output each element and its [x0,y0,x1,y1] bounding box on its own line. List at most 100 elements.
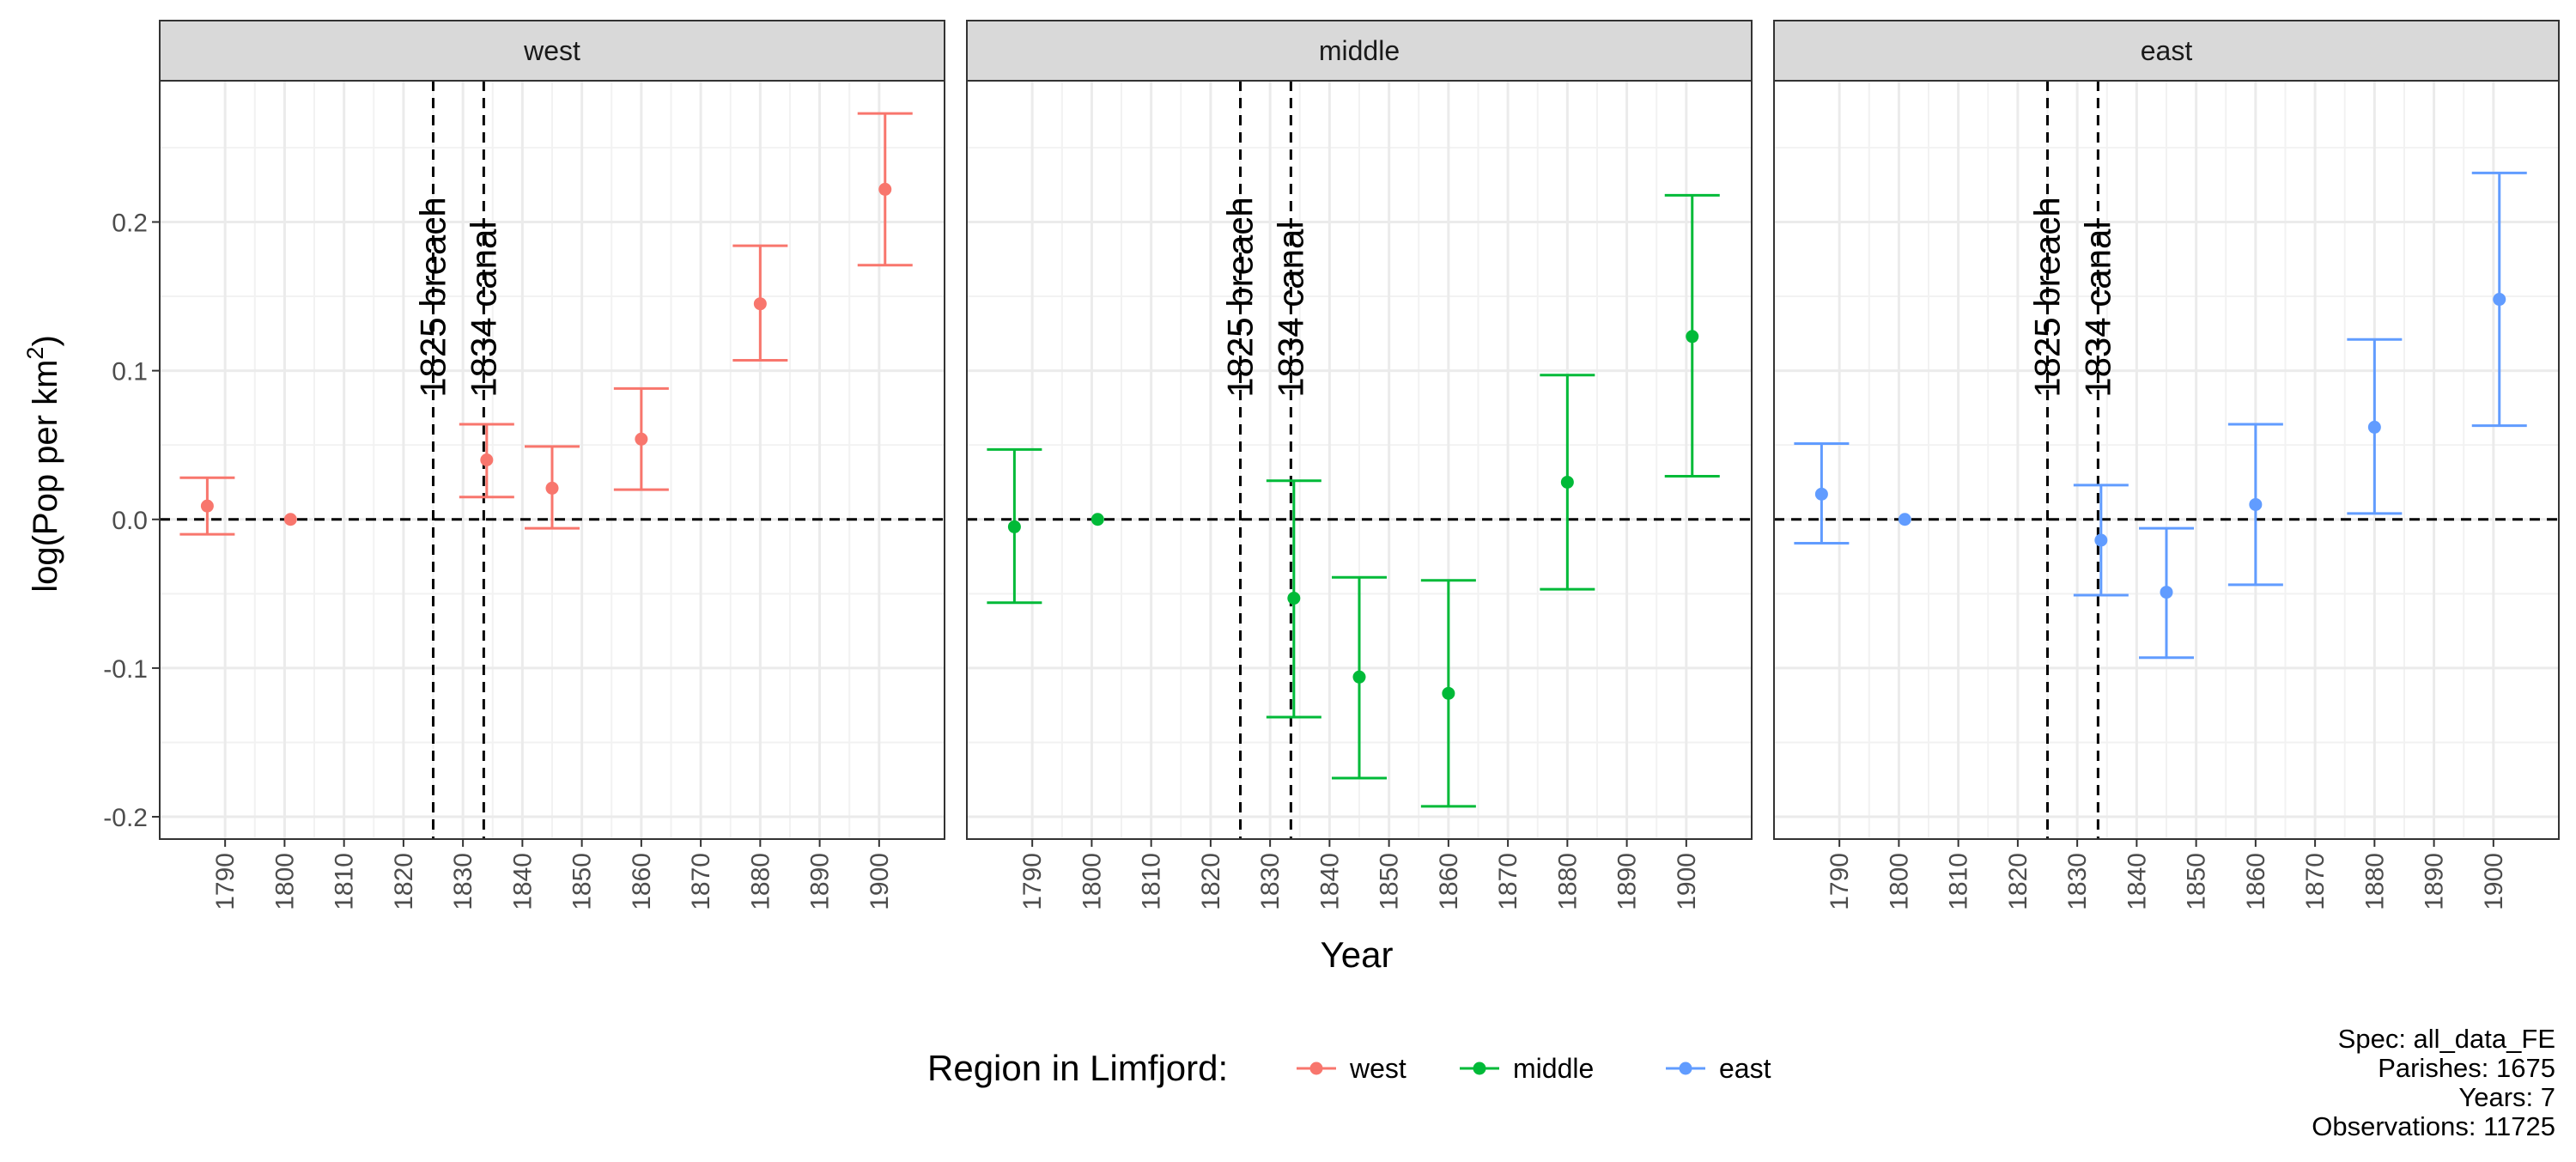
x-tick-label: 1790 [211,853,240,910]
x-tick-label: 1860 [628,853,656,910]
x-tick-label: 1820 [2004,853,2032,910]
y-axis-title-main: log(Pop per km [27,360,64,593]
y-tick-label: 0.0 [112,507,148,535]
x-tick-label: 1890 [1613,853,1642,910]
x-tick-label: 1810 [1138,853,1166,910]
data-point [2493,293,2506,307]
x-tick-label: 1850 [2183,853,2211,910]
data-point [1287,592,1301,605]
x-tick-label: 1790 [1826,853,1854,910]
x-tick-label: 1840 [2123,853,2151,910]
y-tick-label: -0.1 [103,655,148,684]
x-tick-label: 1800 [1078,853,1106,910]
event-label: 1834 canal [2077,221,2117,398]
x-tick-label: 1900 [866,853,894,910]
x-tick-label: 1890 [2421,853,2449,910]
panel-border [1773,80,2560,840]
x-tick-label: 1880 [2360,853,2389,910]
x-tick-label: 1820 [1197,853,1225,910]
caption-line: Years: 7 [2458,1082,2555,1112]
x-tick-label: 1830 [2063,853,2092,910]
y-tick-label: 0.1 [112,358,148,386]
legend-entry-label: west [1349,1053,1406,1084]
x-tick-label: 1880 [746,853,775,910]
x-tick-label: 1800 [1885,853,1913,910]
x-tick-label: 1840 [508,853,537,910]
x-tick-label: 1840 [1315,853,1344,910]
data-point [2094,533,2108,547]
data-point [1686,330,1699,344]
data-point [635,432,648,446]
x-tick-label: 1830 [1256,853,1285,910]
event-label: 1834 canal [463,221,503,398]
data-point [2249,497,2263,511]
caption-line: Observations: 11725 [2312,1111,2555,1141]
x-tick-label: 1800 [270,853,299,910]
x-tick-label: 1870 [687,853,715,910]
legend-entry-label: middle [1513,1053,1594,1084]
legend-key-point [1309,1062,1323,1075]
facet-strip-label: east [2141,35,2193,66]
data-point [1352,670,1366,684]
legend: Region in Limfjord: west middle east [927,1048,1771,1088]
x-tick-label: 1890 [806,853,835,910]
x-tick-label: 1870 [1494,853,1522,910]
facet-strip-label: west [523,35,580,66]
event-label: 1834 canal [1270,221,1310,398]
legend-title: Region in Limfjord: [927,1048,1228,1088]
y-axis-title-close: ) [27,335,64,346]
data-point [480,453,494,466]
legend-keys: west middle east [1297,1053,1771,1084]
y-axis-title: log(Pop per km2) [22,335,64,593]
data-point [1560,475,1574,489]
x-tick-label: 1860 [2242,853,2270,910]
data-point [1442,686,1455,700]
x-tick-label: 1850 [1376,853,1404,910]
x-tick-label: 1830 [449,853,477,910]
event-label: 1825 breach [2027,197,2068,398]
data-point [545,481,559,495]
x-tick-label: 1860 [1435,853,1463,910]
x-tick-label: 1820 [390,853,418,910]
facet-strip-label: middle [1319,35,1400,66]
y-axis-title-superscript: 2 [22,347,48,360]
x-tick-label: 1810 [1945,853,1973,910]
data-point [1091,513,1104,526]
x-tick-label: 1810 [331,853,359,910]
facet-strip-east [1773,20,2560,82]
facet-strip-middle [966,20,1753,82]
data-point [200,499,214,513]
data-point [1898,513,1911,526]
x-tick-label: 1880 [1553,853,1582,910]
facet-panel-east: east 1825 breach 1834 canal 1790 1800 1810 182… [1773,20,2560,910]
facet-panel-middle: middle 1825 breach 1834 canal 1790 1800 1810 1… [966,20,1753,910]
data-point [753,297,767,311]
legend-key-point [1473,1062,1486,1075]
y-tick-label: 0.2 [112,209,148,237]
panel-border [966,80,1753,840]
x-tick-label: 1900 [1673,853,1701,910]
facet-panel-west: west 1825 breach 1834 canal 1790 1800 1810 182… [103,20,945,910]
data-point [2367,420,2381,434]
event-label: 1825 breach [1220,197,1261,398]
facet-strip-west [159,20,945,82]
data-point [878,182,892,196]
x-tick-label: 1790 [1018,853,1047,910]
legend-key-point [1679,1062,1692,1075]
panel-border [159,80,945,840]
x-tick-label: 1900 [2480,853,2508,910]
event-label: 1825 breach [413,197,453,398]
data-point [2160,586,2173,599]
x-tick-label: 1850 [568,853,597,910]
caption-line: Spec: all_data_FE [2338,1024,2555,1054]
data-point [1007,520,1021,533]
legend-entry-label: east [1719,1053,1771,1084]
data-point [283,513,297,526]
caption-line: Parishes: 1675 [2378,1053,2555,1083]
x-tick-label: 1870 [2301,853,2330,910]
y-tick-label: -0.2 [103,804,148,832]
